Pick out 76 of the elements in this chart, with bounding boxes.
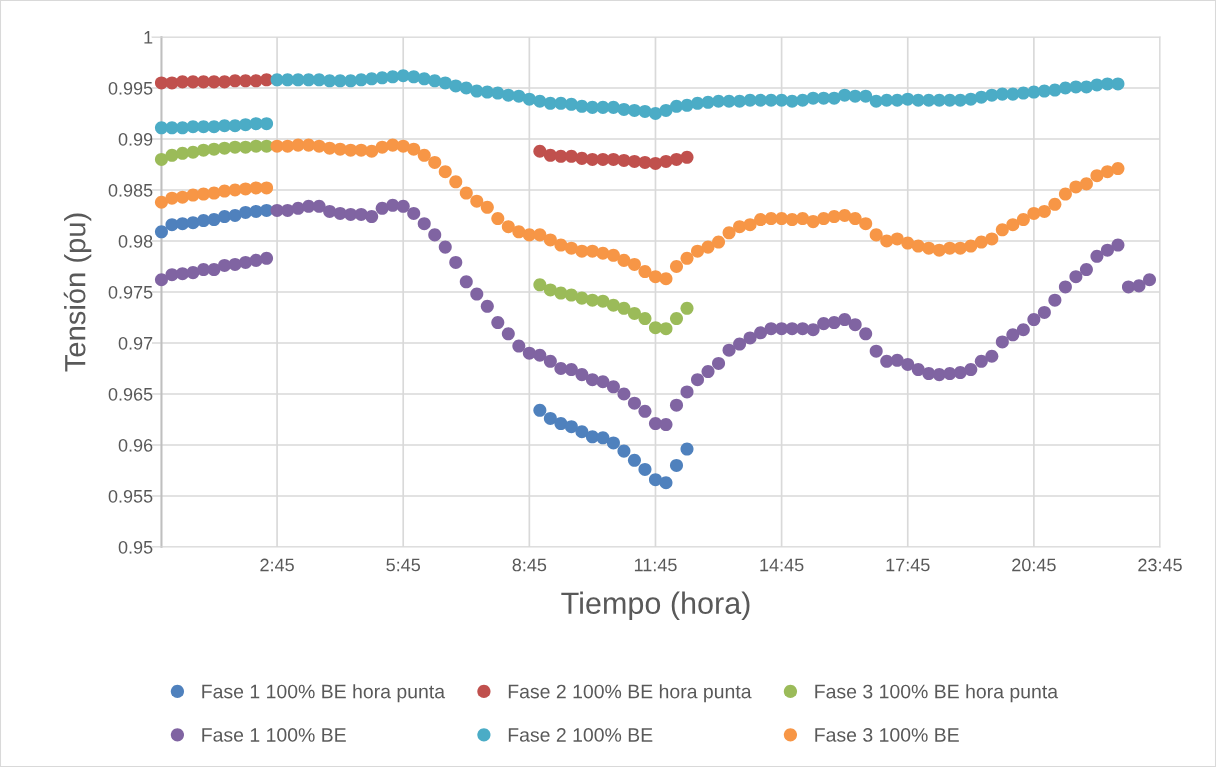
point <box>596 294 610 308</box>
point <box>606 436 620 450</box>
point <box>543 411 557 425</box>
point <box>617 301 631 315</box>
x-tick-label: 20:45 <box>1012 558 1056 572</box>
x-tick-label: 17:45 <box>886 558 930 572</box>
point <box>154 152 168 166</box>
y-tick-label: 0.99 <box>118 132 153 146</box>
x-tick-label: 11:45 <box>634 558 677 572</box>
x-tick-label: 5:45 <box>386 558 421 572</box>
x-tick-label: 8:45 <box>512 558 547 572</box>
point <box>627 154 641 168</box>
point <box>196 75 211 89</box>
legend-label: Fase 3 100% BE <box>815 728 959 742</box>
point <box>196 143 211 157</box>
point <box>218 141 232 155</box>
y-tick-label: 0.975 <box>108 285 153 299</box>
y-tick-label: 0.995 <box>108 81 153 95</box>
y-tick-label: 0.96 <box>118 438 153 452</box>
point <box>627 453 641 467</box>
point <box>617 444 631 458</box>
point <box>533 278 547 292</box>
y-tick-label: 0.985 <box>108 183 153 197</box>
point <box>669 152 684 166</box>
y-tick-label: 1 <box>144 31 153 44</box>
y-tick-label: 0.97 <box>118 336 153 350</box>
point <box>606 298 620 312</box>
point <box>196 214 211 228</box>
point <box>239 140 253 154</box>
point <box>648 473 662 487</box>
x-tick-label: 2:45 <box>260 558 294 572</box>
y-tick-label: 0.95 <box>118 540 153 554</box>
point <box>554 417 568 431</box>
x-tick-label: 14:45 <box>760 558 804 572</box>
y-axis-title: Tensión (pu) <box>63 213 92 372</box>
point <box>239 205 253 219</box>
point <box>648 156 662 170</box>
point <box>207 213 221 227</box>
point <box>564 420 578 434</box>
legend-label: Fase 3 100% BE hora punta <box>815 684 1059 703</box>
point <box>606 152 620 166</box>
point <box>175 75 189 89</box>
y-tick-label: 0.98 <box>118 234 153 248</box>
point <box>260 203 274 217</box>
point <box>533 144 547 158</box>
y-tick-label: 0.965 <box>108 387 153 401</box>
point <box>627 306 641 320</box>
point <box>533 403 547 417</box>
legend-label: Fase 1 100% BE hora punta <box>202 684 446 703</box>
point <box>575 425 589 439</box>
point <box>596 431 610 445</box>
point <box>228 208 242 223</box>
point <box>638 462 652 476</box>
point <box>638 312 652 326</box>
point <box>669 458 684 472</box>
point <box>680 442 694 456</box>
point <box>260 139 274 153</box>
point <box>669 312 684 326</box>
point <box>659 476 673 490</box>
legend-label: Fase 2 100% BE <box>508 728 653 742</box>
point <box>218 75 232 89</box>
point <box>543 283 557 297</box>
x-axis-title: Tiempo (hora) <box>561 591 750 621</box>
point <box>659 322 673 336</box>
point <box>260 73 274 87</box>
legend-label: Fase 2 100% BE hora punta <box>508 684 752 703</box>
y-tick-label: 0.955 <box>108 489 153 503</box>
point <box>154 225 168 239</box>
point <box>218 210 232 224</box>
point <box>564 149 578 163</box>
point <box>680 301 694 315</box>
point <box>154 76 168 90</box>
legend-label: Fase 1 100% BE <box>202 728 346 742</box>
point <box>680 150 694 164</box>
x-tick-label: 23:45 <box>1138 558 1182 572</box>
point <box>564 288 578 302</box>
